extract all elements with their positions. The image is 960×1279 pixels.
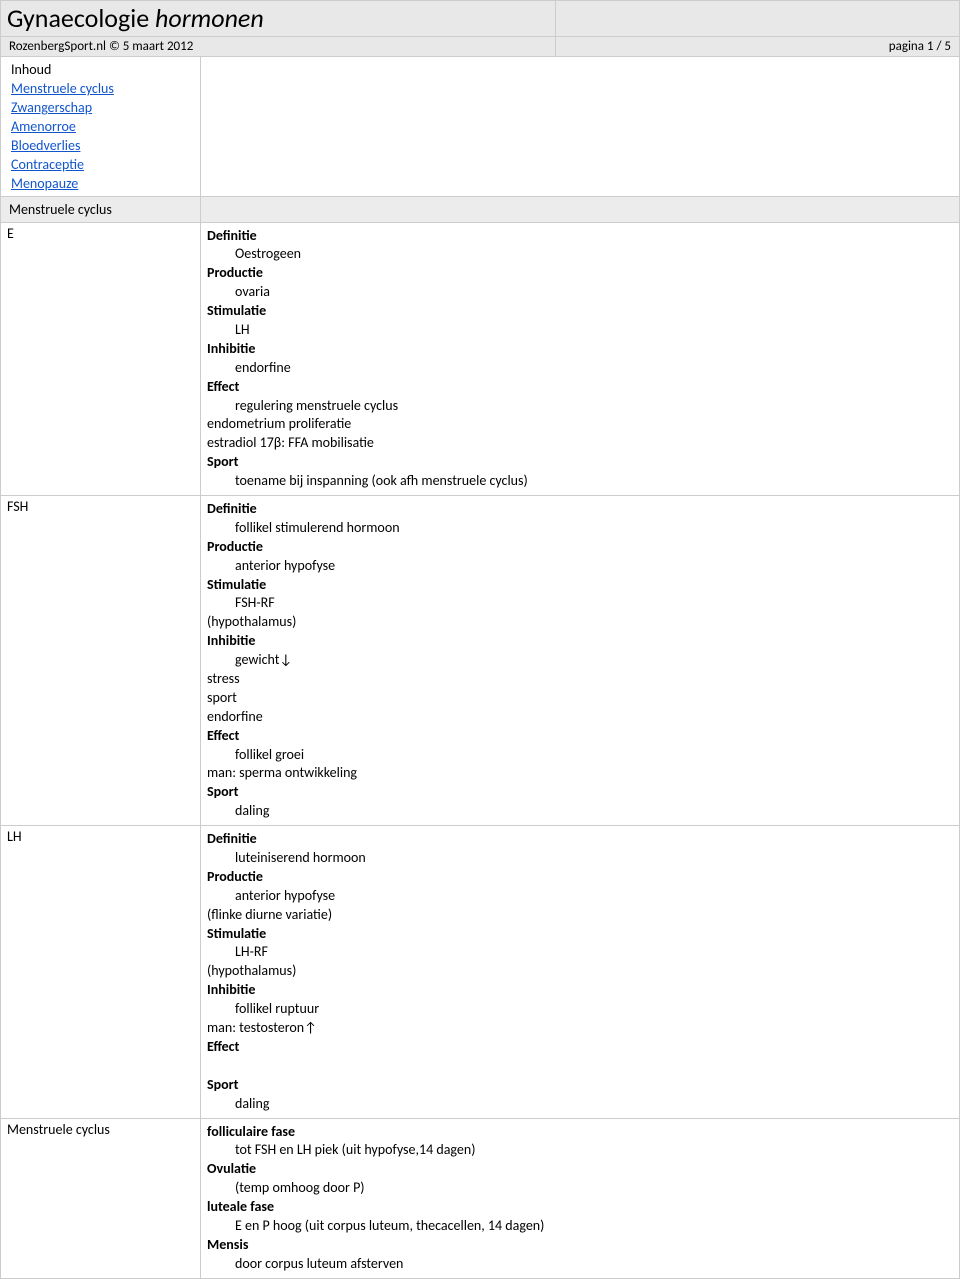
- inhoud-right: [201, 57, 960, 196]
- content-line: door corpus luteum afsterven: [207, 1255, 953, 1274]
- content-line: Productie: [207, 264, 953, 283]
- toc-link-contraceptie[interactable]: Contraceptie: [7, 156, 194, 175]
- content-line: Stimulatie: [207, 302, 953, 321]
- content-line: tot FSH en LH piek (uit hypofyse,14 dage…: [207, 1141, 953, 1160]
- row-mc: Menstruele cyclus folliculaire fasetot F…: [1, 1118, 960, 1278]
- content-line: Inhibitie: [207, 340, 953, 359]
- section-label: Menstruele cyclus: [1, 196, 201, 222]
- site-label: RozenbergSport.nl © 5 maart 2012: [1, 37, 556, 57]
- content-line: (hypothalamus): [207, 962, 953, 981]
- row-mc-content: folliculaire fasetot FSH en LH piek (uit…: [201, 1118, 960, 1278]
- content-line: anterior hypofyse: [207, 887, 953, 906]
- content-line: stress: [207, 670, 953, 689]
- content-line: (temp omhoog door P): [207, 1179, 953, 1198]
- toc-link-bloedverlies[interactable]: Bloedverlies: [7, 137, 194, 156]
- content-line: sport: [207, 689, 953, 708]
- title-italic: hormonen: [155, 2, 264, 34]
- content-line: FSH-RF: [207, 594, 953, 613]
- content-line: regulering menstruele cyclus: [207, 397, 953, 416]
- content-line: follikel groei: [207, 746, 953, 765]
- content-line: endorfine: [207, 708, 953, 727]
- row-lh-block: Definitieluteiniserend hormoonProductiea…: [207, 828, 953, 1115]
- toc-link-zwangerschap[interactable]: Zwangerschap: [7, 99, 194, 118]
- content-line: Oestrogeen: [207, 245, 953, 264]
- content-line: Definitie: [207, 500, 953, 519]
- page-number: pagina 1 / 5: [556, 37, 960, 57]
- title-row: Gynaecologie hormonen: [1, 1, 960, 37]
- content-line: (hypothalamus): [207, 613, 953, 632]
- content-line: [207, 1057, 953, 1076]
- content-line: Productie: [207, 538, 953, 557]
- row-fsh-block: Definitiefollikel stimulerend hormoon Pr…: [207, 498, 953, 823]
- row-lh-content: Definitieluteiniserend hormoonProductiea…: [201, 826, 960, 1118]
- content-line: endometrium proliferatie: [207, 415, 953, 434]
- content-line: man: testosteron↑: [207, 1019, 953, 1038]
- content-line: E en P hoog (uit corpus luteum, thecacel…: [207, 1217, 953, 1236]
- section-menstruele-cyclus: Menstruele cyclus: [1, 196, 960, 222]
- content-line: LH: [207, 321, 953, 340]
- row-lh: LH Definitieluteiniserend hormoonProduct…: [1, 826, 960, 1118]
- content-line: Effect: [207, 378, 953, 397]
- content-line: toename bij inspanning (ook afh menstrue…: [207, 472, 953, 491]
- content-line: Effect: [207, 727, 953, 746]
- content-line: Definitie: [207, 227, 953, 246]
- title-plain: Gynaecologie: [7, 2, 155, 34]
- content-line: gewicht↓: [207, 651, 953, 670]
- content-line: Inhibitie: [207, 981, 953, 1000]
- content-line: Inhibitie: [207, 632, 953, 651]
- content-line: estradiol 17β: FFA mobilisatie: [207, 434, 953, 453]
- content-line: anterior hypofyse: [207, 557, 953, 576]
- content-line: Definitie: [207, 830, 953, 849]
- toc-link-amenorroe[interactable]: Amenorroe: [7, 118, 194, 137]
- content-line: follikel ruptuur: [207, 1000, 953, 1019]
- content-line: ovaria: [207, 283, 953, 302]
- content-line: Ovulatie: [207, 1160, 953, 1179]
- content-line: Effect: [207, 1038, 953, 1057]
- content-line: Stimulatie: [207, 925, 953, 944]
- content-line: Stimulatie: [207, 576, 953, 595]
- inhoud-heading: Inhoud: [7, 59, 194, 80]
- toc-link-menopauze[interactable]: Menopauze: [7, 175, 194, 194]
- content-line: Productie: [207, 868, 953, 887]
- content-line: Sport: [207, 783, 953, 802]
- content-line: Mensis: [207, 1236, 953, 1255]
- row-e-block: DefinitieOestrogeenProductieovariaStimul…: [207, 225, 953, 493]
- content-line: Sport: [207, 1076, 953, 1095]
- inhoud-row: Inhoud Menstruele cyclus Zwangerschap Am…: [1, 57, 960, 196]
- page-title: Gynaecologie hormonen: [1, 1, 556, 37]
- row-fsh-label: FSH: [1, 496, 201, 826]
- toc-link-menstruele-cyclus[interactable]: Menstruele cyclus: [7, 80, 194, 99]
- inhoud-cell: Inhoud Menstruele cyclus Zwangerschap Am…: [1, 57, 201, 196]
- content-line: Sport: [207, 453, 953, 472]
- row-e: E DefinitieOestrogeenProductieovariaStim…: [1, 222, 960, 495]
- row-e-label: E: [1, 222, 201, 495]
- row-fsh: FSH Definitiefollikel stimulerend hormoo…: [1, 496, 960, 826]
- content-line: daling: [207, 1095, 953, 1114]
- content-line: luteiniserend hormoon: [207, 849, 953, 868]
- subheader-row: RozenbergSport.nl © 5 maart 2012 pagina …: [1, 37, 960, 57]
- content-line: luteale fase: [207, 1198, 953, 1217]
- row-lh-label: LH: [1, 826, 201, 1118]
- content-line: (flinke diurne variatie): [207, 906, 953, 925]
- content-line: follikel stimulerend hormoon: [207, 519, 953, 538]
- title-spacer: [556, 1, 960, 37]
- content-line: LH-RF: [207, 943, 953, 962]
- content-line: man: sperma ontwikkeling: [207, 764, 953, 783]
- row-mc-label: Menstruele cyclus: [1, 1118, 201, 1278]
- document-table: Gynaecologie hormonen RozenbergSport.nl …: [0, 0, 960, 1279]
- row-mc-block: folliculaire fasetot FSH en LH piek (uit…: [207, 1121, 953, 1276]
- content-line: daling: [207, 802, 953, 821]
- content-line: endorfine: [207, 359, 953, 378]
- content-line: folliculaire fase: [207, 1123, 953, 1142]
- row-e-content: DefinitieOestrogeenProductieovariaStimul…: [201, 222, 960, 495]
- section-right: [201, 196, 960, 222]
- row-fsh-content: Definitiefollikel stimulerend hormoon Pr…: [201, 496, 960, 826]
